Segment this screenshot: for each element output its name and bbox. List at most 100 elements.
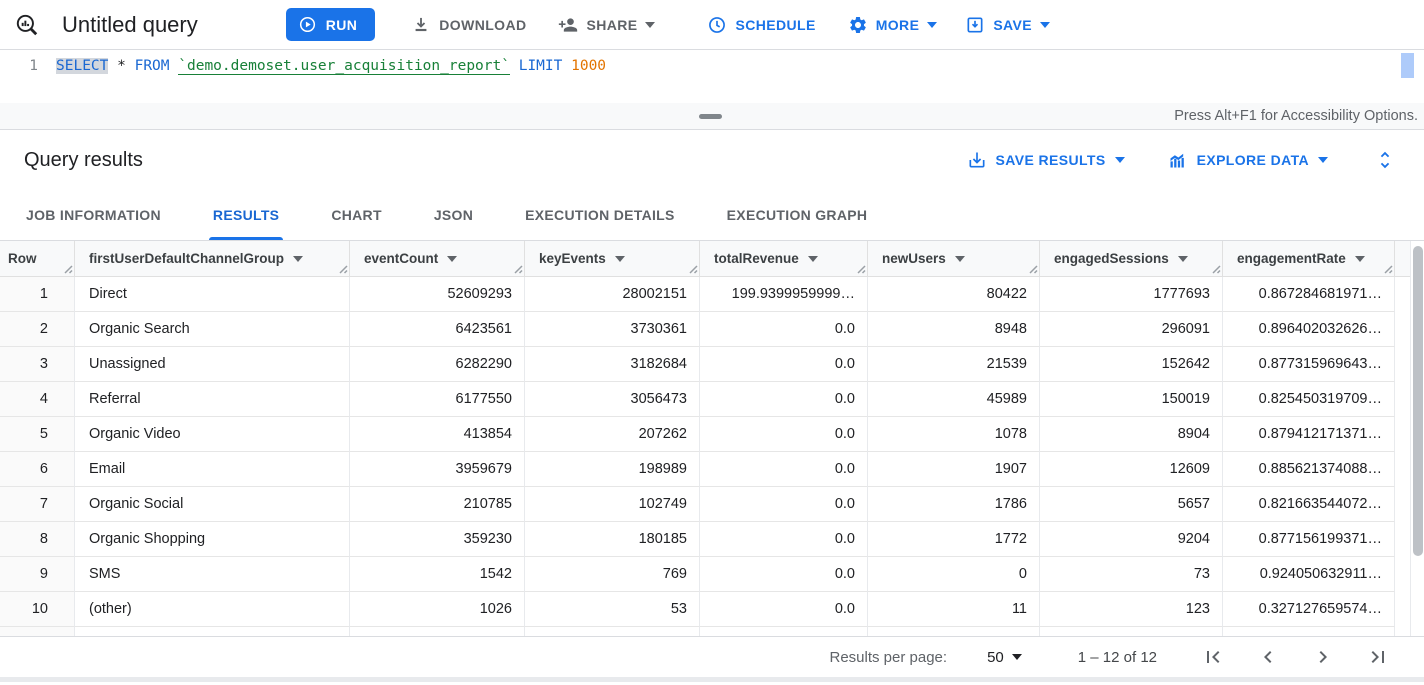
save-button[interactable]: SAVE [965, 15, 1050, 35]
column-resize-handle[interactable] [856, 264, 866, 274]
last-page-button[interactable] [1366, 645, 1390, 669]
column-resize-handle[interactable] [688, 264, 698, 274]
download-button[interactable]: DOWNLOAD [411, 15, 526, 35]
tab-job-information[interactable]: JOB INFORMATION [26, 207, 161, 223]
page-range: 1 – 12 of 12 [1077, 648, 1157, 666]
column-resize-handle[interactable] [1383, 264, 1393, 274]
schedule-button[interactable]: SCHEDULE [707, 15, 815, 35]
table-row: 3 Unassigned 6282290 3182684 0.0 21539 152642 0… [0, 347, 1424, 382]
chevron-down-icon [1011, 654, 1022, 660]
explore-data-label: EXPLORE DATA [1196, 152, 1309, 168]
cell-keyEvents: 102749 [525, 487, 700, 522]
table-scrollbar-thumb[interactable] [1413, 246, 1423, 556]
column-resize-handle[interactable] [63, 264, 73, 274]
column-header-engagedSessions[interactable]: engagedSessions [1040, 241, 1223, 276]
column-label: engagementRate [1237, 251, 1346, 266]
chevron-down-icon [1040, 21, 1050, 28]
column-header-eventCount[interactable]: eventCount [350, 241, 525, 276]
column-resize-handle[interactable] [1028, 264, 1038, 274]
sql-editor[interactable]: 1 SELECT * FROM `demo.demoset.user_acqui… [0, 50, 1424, 103]
sql-token-plain [510, 58, 519, 74]
panel-resize-handle[interactable] [699, 114, 722, 119]
column-menu-icon[interactable] [614, 255, 625, 262]
expand-panel-icon[interactable] [1374, 149, 1396, 171]
cell-engagementRate: 0.879412171371… [1223, 417, 1395, 452]
cell-engagedSessions: 1777693 [1040, 277, 1223, 312]
column-menu-icon[interactable] [1177, 255, 1188, 262]
column-resize-handle[interactable] [513, 264, 523, 274]
cell-keyEvents: 3056473 [525, 382, 700, 417]
cell-engagementRate: 0.327127659574… [1223, 592, 1395, 627]
bottom-scroll-track[interactable] [0, 677, 1424, 682]
table-body: 1 Direct 52609293 28002151 199.9399959999… 80… [0, 277, 1424, 636]
column-header-keyEvents[interactable]: keyEvents [525, 241, 700, 276]
sql-token-kw: SELECT [56, 58, 109, 74]
column-menu-icon[interactable] [807, 255, 818, 262]
table-row: 11Paid Social9374940.0931.0 [0, 627, 1424, 636]
cell-engagedSessions: 73 [1040, 557, 1223, 592]
table-row: 2 Organic Search 6423561 3730361 0.0 8948 2960… [0, 312, 1424, 347]
cell-engagementRate: 0.821663544072… [1223, 487, 1395, 522]
download-label: DOWNLOAD [439, 16, 527, 33]
column-resize-handle[interactable] [1211, 264, 1221, 274]
column-header-newUsers[interactable]: newUsers [868, 241, 1040, 276]
column-header-totalRevenue[interactable]: totalRevenue [700, 241, 868, 276]
sql-token-plain [562, 58, 571, 74]
first-page-button[interactable] [1201, 645, 1225, 669]
cell-newUsers: 1907 [868, 452, 1040, 487]
cell-engagedSessions: 8904 [1040, 417, 1223, 452]
table-scrollbar[interactable] [1410, 241, 1424, 636]
sql-code-line[interactable]: SELECT * FROM `demo.demoset.user_acquisi… [56, 58, 606, 75]
more-button[interactable]: MORE [848, 15, 938, 35]
row-number-cell: 10 [0, 592, 75, 627]
column-resize-handle[interactable] [338, 264, 348, 274]
page-size-select[interactable]: 50 [987, 649, 1022, 666]
cell-newUsers: 11 [868, 592, 1040, 627]
table-row: 9 SMS 1542 769 0.0 0 73 0.924050632911… [0, 557, 1424, 592]
run-label: RUN [325, 16, 358, 33]
previous-page-button[interactable] [1256, 645, 1280, 669]
cell-keyEvents: 207262 [525, 417, 700, 452]
share-button[interactable]: SHARE [558, 15, 656, 35]
cell-firstUserDefaultChannelGroup: Referral [75, 382, 350, 417]
column-menu-icon[interactable] [1354, 255, 1365, 262]
cell-eventCount: 359230 [350, 522, 525, 557]
tab-json[interactable]: JSON [433, 207, 474, 223]
cell-totalRevenue: 0.0 [700, 592, 868, 627]
cell-keyEvents: 180185 [525, 522, 700, 557]
column-menu-icon[interactable] [954, 255, 965, 262]
next-page-button[interactable] [1311, 645, 1335, 669]
column-header-firstUserDefaultChannelGroup[interactable]: firstUserDefaultChannelGroup [75, 241, 350, 276]
column-menu-icon[interactable] [293, 255, 304, 262]
column-label: totalRevenue [714, 251, 799, 266]
chevron-down-icon [645, 21, 656, 28]
download-icon [411, 15, 431, 35]
cell-keyEvents: 53 [525, 592, 700, 627]
column-label: eventCount [364, 251, 439, 266]
tab-execution-graph[interactable]: EXECUTION GRAPH [726, 207, 868, 223]
cell-newUsers: 8948 [868, 312, 1040, 347]
cell-engagedSessions: 3 [1040, 627, 1223, 636]
tab-execution-details[interactable]: EXECUTION DETAILS [525, 207, 675, 223]
save-results-button[interactable]: SAVE RESULTS [967, 150, 1125, 170]
table-header: Row firstUserDefaultChannelGroup eventCoun… [0, 241, 1424, 277]
cell-totalRevenue: 199.9399959999… [700, 277, 868, 312]
cell-totalRevenue: 0.0 [700, 522, 868, 557]
editor-scrollbar-thumb[interactable] [1401, 53, 1414, 78]
cell-firstUserDefaultChannelGroup: Direct [75, 277, 350, 312]
column-header-engagementRate[interactable]: engagementRate [1223, 241, 1395, 276]
column-menu-icon[interactable] [447, 255, 458, 262]
chevron-down-icon [927, 21, 938, 28]
cell-keyEvents: 769 [525, 557, 700, 592]
cell-newUsers: 45989 [868, 382, 1040, 417]
tab-chart[interactable]: CHART [331, 207, 382, 223]
column-header-Row[interactable]: Row [0, 241, 75, 276]
cell-eventCount: 6177550 [350, 382, 525, 417]
tab-results[interactable]: RESULTS [187, 190, 305, 240]
cell-engagementRate: 0.924050632911… [1223, 557, 1395, 592]
gear-icon [848, 15, 868, 35]
cell-eventCount: 413854 [350, 417, 525, 452]
cell-totalRevenue: 0.0 [700, 382, 868, 417]
run-button[interactable]: RUN [285, 8, 376, 41]
explore-data-button[interactable]: EXPLORE DATA [1167, 150, 1328, 171]
